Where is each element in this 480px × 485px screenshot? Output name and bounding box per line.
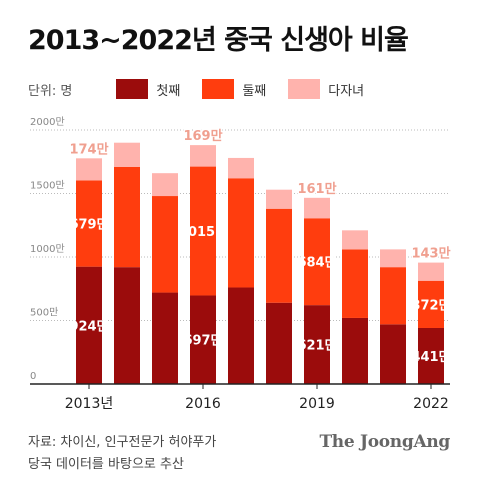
bar-segment [152,173,178,197]
legend-item-first: 첫째 [116,79,180,99]
legend-label-second: 둘째 [242,83,267,99]
bar-segment [304,305,330,384]
data-label: 174만 [69,141,108,157]
data-label: 621만 [297,338,336,354]
data-label: 679만 [69,217,108,233]
legend-swatch-second [202,79,235,99]
bar-segment [342,249,368,318]
y-tick-label: 0 [30,371,36,382]
x-tick-label: 2016 [185,396,221,412]
bar-segment [76,266,102,384]
source-line-1: 자료: 차이신, 인구전문가 허야푸가 [28,435,217,450]
data-label: 1015만 [179,224,227,240]
bar-segment [266,302,292,384]
x-tick-label: 2022 [413,396,449,412]
bar-segment [418,327,444,384]
bar-segment [76,180,102,267]
data-label: 169만 [183,128,222,144]
legend-item-second: 둘째 [202,79,266,99]
bar-segment [380,267,406,325]
y-tick-label: 1500만 [30,180,65,192]
source-note: 자료: 차이신, 인구전문가 허야푸가 당국 데이터를 바탕으로 추산 [28,432,328,476]
source-line-2: 당국 데이터를 바탕으로 추산 [28,457,184,472]
bar-segment [380,249,406,268]
y-tick-label: 2000만 [30,116,65,128]
bar-segment [152,292,178,384]
bar-segment [114,166,140,268]
x-tick-label: 2013년 [65,396,114,412]
bar-segment [304,218,330,306]
bar-segment [418,280,444,328]
data-label: 441만 [411,349,450,365]
bar-segment [228,178,254,288]
chart-title: 2013~2022년 중국 신생아 비율 [28,25,409,56]
bar-segment [190,145,216,167]
bar-segment [228,157,254,179]
data-label: 684만 [297,255,336,271]
bar-segment [114,142,140,167]
bar-segment [266,208,292,303]
bar-segment [342,317,368,384]
bar-segment [190,166,216,296]
bar-segment [76,158,102,181]
unit-label: 단위: 명 [28,83,73,99]
bar-segment [418,262,444,281]
data-label: 161만 [297,181,336,197]
brand-logo: The JoongAng [319,432,450,452]
y-tick-label: 1000만 [30,243,65,255]
legend: 단위: 명 첫째 둘째 다자녀 [28,78,460,100]
bar-segment [342,230,368,250]
stacked-bar-chart: 0 500만 1000만 1500만 2000만 2013년 2016 2019 2022 924… [30,116,452,412]
data-label: 924만 [69,318,108,334]
y-tick-label: 500만 [30,307,58,319]
legend-label-first: 첫째 [156,83,181,99]
data-label: 143만 [411,246,450,262]
legend-swatch-multi [288,79,321,99]
x-tick-label: 2019 [299,396,335,412]
bar-segment [114,267,140,384]
data-label: 372만 [411,297,450,313]
legend-item-multi: 다자녀 [288,79,364,99]
data-label: 697만 [183,333,222,349]
legend-swatch-first [116,79,149,99]
bar-segment [266,189,292,209]
bar-segment [304,197,330,219]
bar-segment [380,324,406,384]
legend-label-multi: 다자녀 [328,83,365,99]
bar-segment [228,287,254,384]
bar-segment [152,196,178,293]
bar-segment [190,295,216,384]
